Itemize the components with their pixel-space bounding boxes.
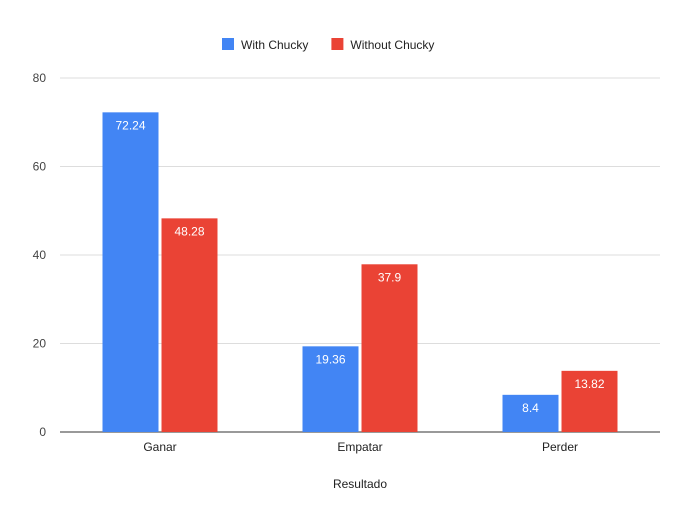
data-label: 19.36 <box>315 352 345 366</box>
y-tick-label: 80 <box>33 71 47 85</box>
bar-without-chucky <box>561 370 618 432</box>
x-tick-label: Empatar <box>337 440 382 454</box>
bar-with-chucky <box>102 112 159 432</box>
bar-without-chucky <box>161 218 218 432</box>
x-axis-title: Resultado <box>333 477 387 491</box>
y-tick-label: 60 <box>33 160 47 174</box>
y-tick-label: 20 <box>33 337 47 351</box>
data-label: 72.24 <box>115 118 145 132</box>
x-tick-label: Ganar <box>143 440 176 454</box>
bar-without-chucky <box>361 264 418 432</box>
y-tick-label: 40 <box>33 248 47 262</box>
legend-swatch <box>222 38 234 50</box>
data-label: 8.4 <box>522 401 539 415</box>
legend-swatch <box>331 38 344 50</box>
bar-with-chucky <box>302 346 359 432</box>
data-label: 13.82 <box>574 377 604 391</box>
y-tick-label: 0 <box>39 425 46 439</box>
legend-label: With Chucky <box>241 38 308 52</box>
data-label: 37.9 <box>378 270 402 284</box>
data-label: 48.28 <box>174 224 204 238</box>
x-tick-label: Perder <box>542 440 578 454</box>
bar-with-chucky <box>502 394 559 432</box>
legend-label: Without Chucky <box>350 38 434 52</box>
